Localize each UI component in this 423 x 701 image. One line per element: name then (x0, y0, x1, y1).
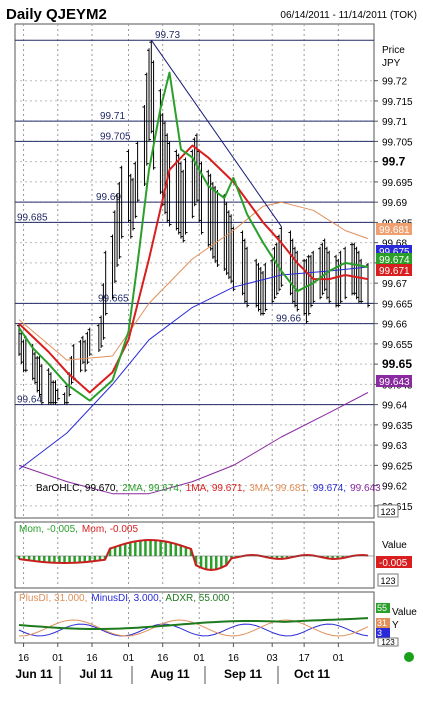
dmi-legend-item: PlusDI, 31.000, (19, 593, 87, 604)
last-value-label: 99.681 (379, 225, 410, 236)
price-scale-label: 123 (380, 507, 395, 517)
momentum-scale-box (377, 573, 399, 587)
month-label: Jul 11 (79, 667, 113, 681)
dmi-last-label: 3 (377, 628, 382, 638)
momentum-last-box (376, 556, 412, 568)
price-tick-label: 99.65 (382, 357, 412, 371)
momentum-legend-item: Mom, -0.005 (82, 524, 139, 535)
price-line-label: 99.665 (98, 293, 129, 304)
time-tick-label: 17 (299, 653, 311, 664)
time-tick-label: 01 (123, 653, 135, 664)
price-tick-label: 99.72 (382, 77, 407, 88)
time-tick-label: 16 (86, 653, 98, 664)
momentum-line (18, 538, 369, 572)
price-tick-label: 99.63 (382, 441, 407, 452)
time-tick-label: 01 (333, 653, 345, 664)
time-tick-label: 03 (267, 653, 279, 664)
price-line-label: 99.64 (17, 395, 42, 406)
price-legend-item: 99.674, (313, 483, 346, 494)
price-legend-item: 3MA, 99.681, (249, 483, 308, 494)
price-legend-item: 2MA, 99.674, (122, 483, 181, 494)
price-scale-box (377, 504, 399, 518)
price-legend-item: 1MA, 99.671, (186, 483, 245, 494)
time-tick-label: 16 (157, 653, 169, 664)
price-line-label: 99.69 (96, 192, 121, 203)
price-tick-label: 99.66 (382, 320, 407, 331)
price-tick-label: 99.68 (382, 239, 407, 250)
last-value-label: 99.674 (379, 255, 410, 266)
dmi-scale-label: 123 (381, 638, 395, 647)
price-tick-label: 99.64 (382, 401, 407, 412)
price-tick-label: 99.7 (382, 155, 406, 169)
trendline (150, 39, 282, 227)
dmi-last-label: 55 (377, 603, 387, 613)
last-value-box (376, 253, 412, 265)
last-value-box (376, 375, 412, 387)
ma2-line (18, 71, 369, 402)
price-tick-label: 99.625 (382, 461, 413, 472)
last-value-label: 99.643 (379, 377, 410, 388)
time-tick-label: 16 (228, 653, 240, 664)
momentum-last-label: -0.005 (379, 558, 408, 569)
price-line-label: 99.71 (100, 111, 125, 122)
price-line-label: 99.705 (100, 131, 131, 142)
month-label: Aug 11 (150, 667, 190, 681)
time-tick-label: 01 (194, 653, 206, 664)
price-tick-label: 99.69 (382, 198, 407, 209)
dmi-legend-item: MinusDI, 3.000, (91, 593, 161, 604)
last-value-box (376, 223, 412, 235)
dmi-legend-item: ADXR, 55.000 (165, 593, 229, 604)
price-tick-label: 99.71 (382, 117, 407, 128)
price-tick-label: 99.695 (382, 178, 413, 189)
price-tick-label: 99.705 (382, 137, 413, 148)
ma5-line (18, 392, 369, 495)
dmi-last-box (376, 618, 390, 628)
dmi-last-label: 31 (377, 618, 387, 628)
price-line-label: 99.66 (276, 314, 301, 325)
time-tick-label: 16 (18, 653, 30, 664)
last-value-label: 99.671 (379, 266, 410, 277)
price-legend-item: BarOHLC, 99.670, (36, 483, 118, 494)
price-tick-label: 99.715 (382, 97, 413, 108)
price-axis-title: Price (382, 45, 405, 56)
time-tick-label: 01 (52, 653, 64, 664)
dmi-axis-title: Value (392, 607, 417, 618)
status-dot (404, 652, 414, 662)
date-range: 06/14/2011 - 11/14/2011 (TOK) (280, 10, 417, 21)
price-tick-label: 99.67 (382, 279, 407, 290)
price-tick-label: 99.635 (382, 421, 413, 432)
minus-di-line (18, 623, 369, 637)
momentum-legend-item: Mom, -0.005, (19, 524, 78, 535)
momentum-axis-title: Value (382, 540, 407, 551)
chart-title: Daily QJEYM2 (6, 6, 107, 23)
price-tick-label: 99.655 (382, 340, 413, 351)
dmi-scale-box (377, 637, 399, 647)
price-tick-label: 99.62 (382, 482, 407, 493)
price-tick-label: 99.665 (382, 299, 413, 310)
price-line-label: 99.685 (17, 212, 48, 223)
ma1-line (18, 144, 369, 394)
month-label: Oct 11 (294, 667, 330, 681)
price-panel (14, 23, 375, 519)
last-value-box (376, 264, 412, 276)
dmi-last-box (376, 603, 390, 613)
price-line-label: 99.73 (155, 30, 180, 41)
dmi-axis-letter: Y (392, 620, 399, 631)
last-value-label: 99.675 (379, 247, 410, 258)
ma3-line (18, 201, 369, 361)
price-legend-item: 99.643 (350, 483, 381, 494)
ma4-line (18, 266, 369, 470)
momentum-scale-label: 123 (380, 576, 395, 586)
price-axis-unit: JPY (382, 58, 401, 69)
dmi-last-box (376, 628, 390, 638)
month-label: Sep 11 (224, 667, 262, 681)
adxr-line (18, 617, 369, 630)
month-label: Jun 11 (15, 667, 53, 681)
